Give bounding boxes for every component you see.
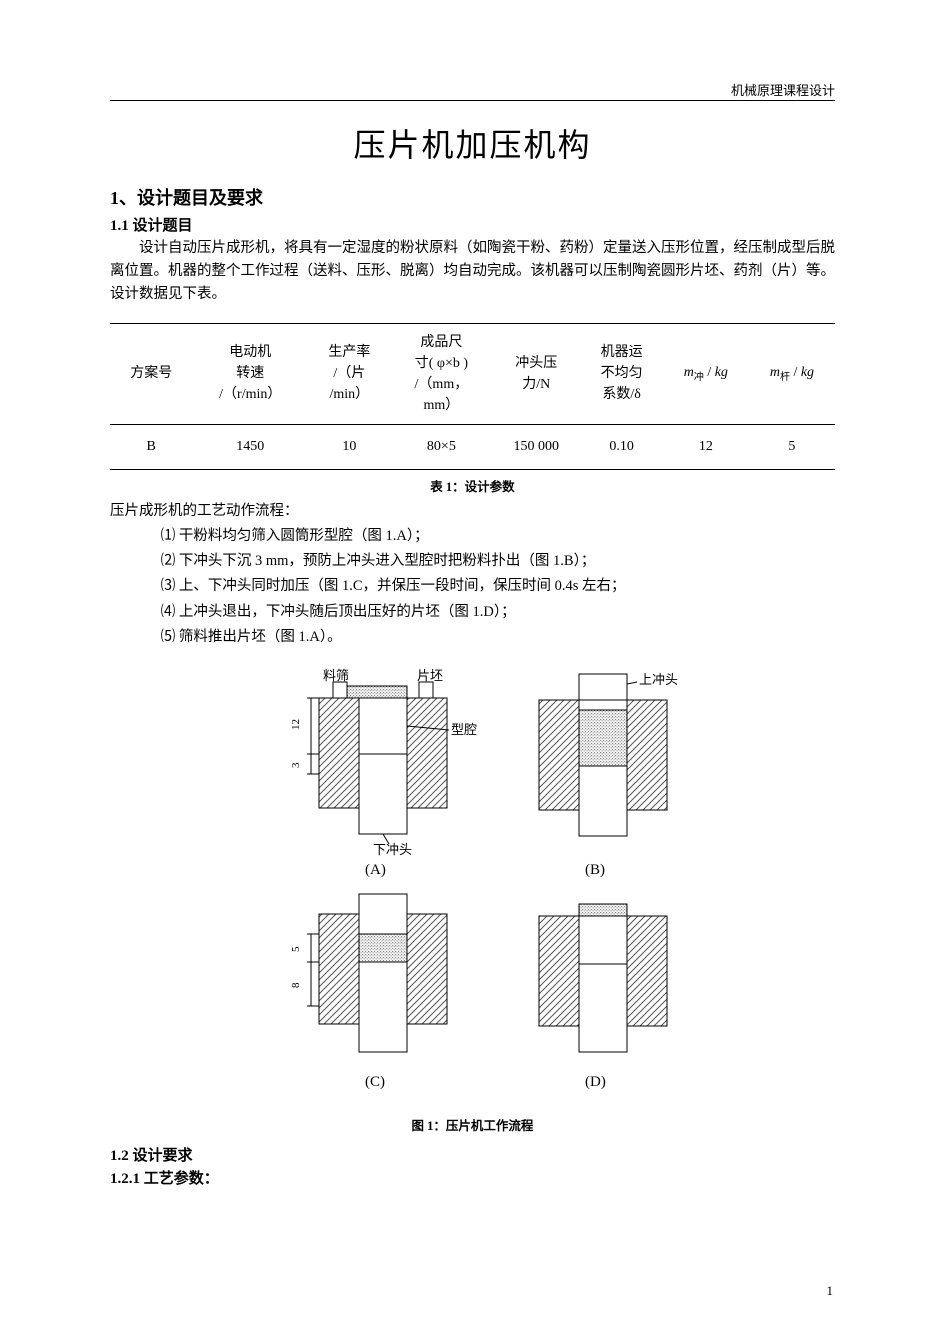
table-header-row: 方案号 电动机转速/（r/min） 生产率/（片/min） 成品尺寸( φ×b … [110, 323, 835, 424]
svg-text:片坯: 片坯 [417, 668, 443, 683]
svg-text:5: 5 [290, 946, 302, 952]
cell-rate: 10 [308, 424, 390, 469]
col-delta: 机器运不均匀系数/δ [580, 323, 662, 424]
table-data-row: B 1450 10 80×5 150 000 0.10 12 5 [110, 424, 835, 469]
page-number: 1 [827, 1283, 834, 1299]
figure-svg: 12 3 料筛 片坯 型腔 下冲头 (A) 上冲头 [253, 664, 693, 1104]
svg-text:(C): (C) [365, 1074, 385, 1090]
col-mchong: m冲 / kg [663, 323, 749, 424]
cell-delta: 0.10 [580, 424, 662, 469]
param-table: 方案号 电动机转速/（r/min） 生产率/（片/min） 成品尺寸( φ×b … [110, 323, 835, 470]
cell-mchong: 12 [663, 424, 749, 469]
svg-text:(D): (D) [585, 1074, 606, 1090]
cell-force: 150 000 [492, 424, 580, 469]
cell-mgan: 5 [749, 424, 835, 469]
figure-1: 12 3 料筛 片坯 型腔 下冲头 (A) 上冲头 [110, 664, 835, 1109]
section12-heading: 1.2 设计要求 [110, 1144, 835, 1165]
header-course: 机械原理课程设计 [731, 80, 835, 99]
col-mgan: m杆 / kg [749, 323, 835, 424]
cell-scheme: B [110, 424, 192, 469]
col-rate: 生产率/（片/min） [308, 323, 390, 424]
sub1-heading: 1.1 设计题目 [110, 214, 835, 235]
header-rule [110, 100, 835, 101]
section1-heading: 1、设计题目及要求 [110, 184, 835, 210]
col-motor: 电动机转速/（r/min） [192, 323, 308, 424]
section121-heading: 1.2.1 工艺参数： [110, 1167, 835, 1188]
svg-text:8: 8 [290, 982, 302, 988]
table-caption: 表 1：设计参数 [110, 476, 835, 495]
svg-text:料筛: 料筛 [323, 668, 349, 683]
svg-text:12: 12 [290, 719, 302, 730]
design-paragraph: 设计自动压片成形机，将具有一定湿度的粉状原料（如陶瓷干粉、药粉）定量送入压形位置… [110, 237, 835, 307]
flow-item: ⑷ 上冲头退出，下冲头随后顶出压好的片坯（图 1.D）； [161, 600, 835, 625]
svg-text:(A): (A) [365, 862, 386, 878]
svg-text:上冲头: 上冲头 [639, 672, 678, 687]
figure-caption: 图 1：压片机工作流程 [110, 1115, 835, 1134]
flow-list: ⑴ 干粉料均匀筛入圆筒形型腔（图 1.A）； ⑵ 下冲头下沉 3 mm，预防上冲… [110, 524, 835, 651]
cell-motor: 1450 [192, 424, 308, 469]
col-size: 成品尺寸( φ×b )/（mm，mm） [391, 323, 493, 424]
svg-text:(B): (B) [585, 862, 605, 878]
flow-item: ⑴ 干粉料均匀筛入圆筒形型腔（图 1.A）； [161, 524, 835, 549]
page-title: 压片机加压机构 [110, 120, 835, 166]
svg-text:下冲头: 下冲头 [373, 842, 412, 857]
col-scheme: 方案号 [110, 323, 192, 424]
flow-item: ⑸ 筛料推出片坯（图 1.A）。 [161, 625, 835, 650]
svg-text:型腔: 型腔 [451, 722, 477, 737]
flow-item: ⑶ 上、下冲头同时加压（图 1.C，并保压一段时间，保压时间 0.4s 左右； [161, 574, 835, 599]
flow-item: ⑵ 下冲头下沉 3 mm，预防上冲头进入型腔时把粉料扑出（图 1.B）； [161, 549, 835, 574]
col-force: 冲头压力/N [492, 323, 580, 424]
cell-size: 80×5 [391, 424, 493, 469]
svg-text:3: 3 [290, 762, 302, 768]
flow-intro: 压片成形机的工艺动作流程： [110, 499, 835, 520]
